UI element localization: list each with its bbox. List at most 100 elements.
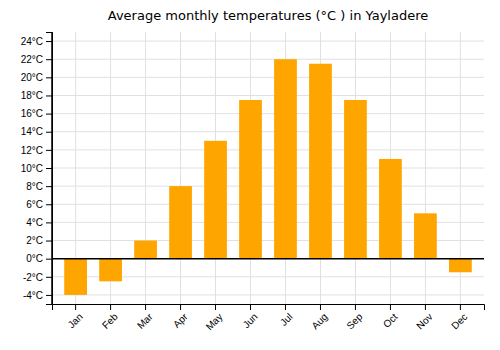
x-tick: Apr bbox=[171, 304, 190, 330]
y-tick-mark bbox=[46, 77, 52, 78]
y-tick: 18°C bbox=[21, 90, 52, 101]
x-tick-label: Nov bbox=[414, 311, 434, 331]
y-tick-mark bbox=[46, 277, 52, 278]
grid-line-y bbox=[52, 149, 484, 150]
x-tick: Jul bbox=[278, 304, 295, 328]
x-tick-mark bbox=[285, 304, 286, 310]
y-tick-label: 0°C bbox=[26, 253, 43, 264]
y-tick-mark bbox=[46, 204, 52, 205]
y-tick-mark bbox=[46, 59, 52, 60]
x-tick-label: Dec bbox=[449, 311, 469, 331]
chart: -4°C -2°C 0°C 2°C 4°C 6°C 8°C 10°C 12°C 14°C 16°C 1… bbox=[0, 0, 500, 350]
title: Average monthly temperatures (°C ) in Ya… bbox=[108, 8, 428, 23]
bar bbox=[204, 141, 227, 259]
x-tick-label: May bbox=[204, 311, 225, 332]
y-tick: 10°C bbox=[21, 163, 52, 174]
grid-line-x bbox=[180, 32, 181, 304]
x-tick-mark bbox=[180, 304, 181, 310]
y-tick-label: 10°C bbox=[21, 163, 43, 174]
y-tick: 6°C bbox=[26, 199, 52, 210]
y-tick-label: 6°C bbox=[26, 199, 43, 210]
x-tick-mark bbox=[460, 304, 461, 310]
y-tick-mark bbox=[46, 241, 52, 242]
bar bbox=[99, 259, 122, 282]
bar bbox=[169, 186, 192, 259]
y-tick-label: 18°C bbox=[21, 90, 43, 101]
x-tick: Oct bbox=[381, 304, 400, 330]
bar bbox=[379, 159, 402, 259]
y-tick-label: 24°C bbox=[21, 36, 43, 47]
x-tick: Jan bbox=[66, 304, 85, 330]
y-tick-label: 8°C bbox=[26, 181, 43, 192]
x-tick-mark bbox=[250, 304, 251, 310]
grid-line-y bbox=[52, 41, 484, 42]
x-axis: Jan Feb Mar Apr May Jun Jul Aug Sep Oct Nov Dec bbox=[53, 304, 485, 332]
y-tick-mark bbox=[46, 41, 52, 42]
y-tick: 14°C bbox=[21, 126, 52, 137]
y-tick-mark bbox=[46, 222, 52, 223]
y-tick: -4°C bbox=[23, 290, 52, 301]
y-tick-label: -2°C bbox=[23, 272, 43, 283]
bar bbox=[134, 241, 157, 259]
y-tick: 4°C bbox=[26, 217, 52, 228]
y-tick-label: 2°C bbox=[26, 235, 43, 246]
grid-line-y bbox=[52, 258, 484, 259]
y-tick-label: 22°C bbox=[21, 54, 43, 65]
x-tick-mark bbox=[320, 304, 321, 310]
y-tick-mark bbox=[46, 168, 52, 169]
x-tick: May bbox=[204, 304, 225, 332]
y-tick: 0°C bbox=[26, 253, 52, 264]
x-tick-label: Mar bbox=[135, 311, 155, 331]
x-tick-label: Aug bbox=[309, 311, 329, 331]
x-tick-mark bbox=[145, 304, 146, 310]
y-tick-label: 14°C bbox=[21, 126, 43, 137]
x-tick: Mar bbox=[135, 304, 155, 331]
grid bbox=[52, 32, 484, 304]
y-tick: -2°C bbox=[23, 272, 52, 283]
bar bbox=[239, 100, 262, 259]
left-border bbox=[51, 32, 53, 304]
grid-line-y bbox=[52, 186, 484, 187]
x-tick: Nov bbox=[414, 304, 434, 331]
grid-line-x bbox=[145, 32, 146, 304]
y-tick-mark bbox=[46, 132, 52, 133]
y-tick-mark bbox=[46, 150, 52, 151]
y-tick: 8°C bbox=[26, 181, 52, 192]
x-tick-mark bbox=[390, 304, 391, 310]
y-tick-label: 4°C bbox=[26, 217, 43, 228]
y-axis: -4°C -2°C 0°C 2°C 4°C 6°C 8°C 10°C 12°C 14°C 16°C 1… bbox=[21, 33, 53, 305]
y-tick: 2°C bbox=[26, 235, 52, 246]
bar bbox=[414, 213, 437, 258]
x-tick-label: Sep bbox=[344, 311, 365, 332]
grid-line-y bbox=[52, 168, 484, 169]
y-tick-label: 12°C bbox=[21, 145, 43, 156]
grid-line-y bbox=[52, 113, 484, 114]
grid-line-y bbox=[52, 77, 484, 78]
y-tick-label: 16°C bbox=[21, 108, 43, 119]
bar bbox=[274, 59, 297, 258]
x-tick: Dec bbox=[449, 304, 469, 331]
grid-line-x bbox=[425, 32, 426, 304]
y-tick: 16°C bbox=[21, 108, 52, 119]
grid-line-y bbox=[52, 294, 484, 295]
grid-line-y bbox=[52, 204, 484, 205]
bar bbox=[64, 259, 87, 295]
bars bbox=[64, 59, 472, 295]
y-tick-mark bbox=[46, 95, 52, 96]
y-tick-mark bbox=[46, 186, 52, 187]
bar bbox=[309, 64, 332, 259]
x-tick-mark bbox=[355, 304, 356, 310]
x-tick-mark bbox=[425, 304, 426, 310]
x-tick-label: Jun bbox=[241, 311, 260, 330]
x-tick-mark bbox=[215, 304, 216, 310]
x-tick: Feb bbox=[100, 304, 120, 331]
y-tick: 24°C bbox=[21, 36, 52, 47]
y-tick: 20°C bbox=[21, 72, 52, 83]
y-axis-line bbox=[46, 33, 53, 305]
y-tick: 12°C bbox=[21, 145, 52, 156]
y-tick: 22°C bbox=[21, 54, 52, 65]
x-tick-label: Oct bbox=[381, 311, 400, 330]
y-tick-mark bbox=[46, 259, 52, 260]
y-tick-mark bbox=[46, 114, 52, 115]
zero-line bbox=[52, 258, 484, 260]
